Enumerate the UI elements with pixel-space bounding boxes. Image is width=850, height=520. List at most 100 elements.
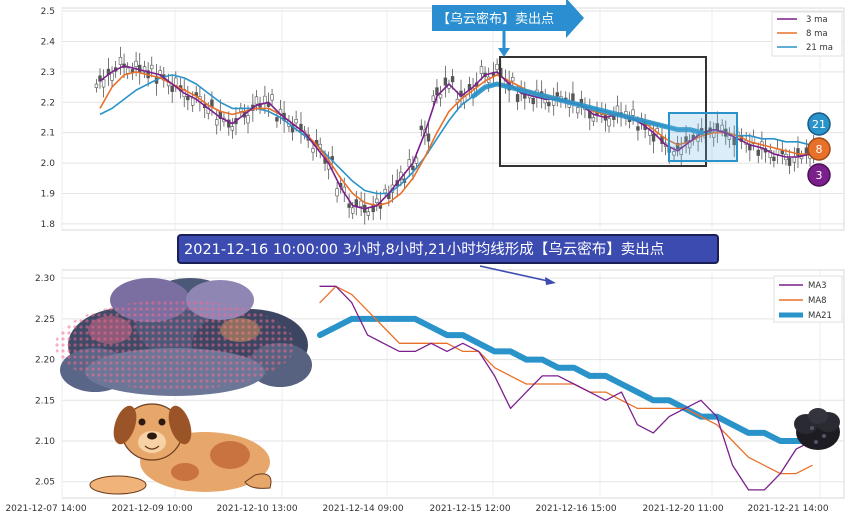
- candle-body-28-0: [431, 95, 436, 102]
- candle-body-27-0: [419, 125, 424, 130]
- candle-body-13-1: [254, 96, 259, 105]
- candle-body-17-0: [299, 123, 303, 132]
- bottom-y-tick-label-1: 2.10: [35, 437, 55, 447]
- candle-body-56-1: [772, 156, 776, 161]
- bottom-series-MA3: [319, 285, 813, 491]
- candle-body-39-2: [571, 93, 575, 102]
- bottom-y-tick-label-0: 2.05: [35, 478, 55, 488]
- candle-body-24-0: [383, 188, 387, 194]
- candle-body-55-0: [756, 149, 760, 156]
- candle-body-36-1: [531, 98, 535, 105]
- candle-body-37-2: [547, 101, 551, 107]
- bottom-x-tick-label-4: 2021-12-15 12:00: [429, 504, 510, 514]
- candle-body-21-0: [347, 203, 351, 208]
- bottom-x-tick-label-2: 2021-12-10 13:00: [216, 504, 297, 514]
- candle-body-49-1: [687, 140, 692, 149]
- storm-cloud-illustration: [55, 278, 312, 396]
- top-y-tick-label-7: 2.5: [41, 7, 55, 17]
- bottom-ma-lines: [317, 285, 815, 491]
- center-annotation: 2021-12-16 10:00:00 3小时,8小时,21小时均线形成【乌云密…: [177, 234, 719, 285]
- top-y-tick-label-6: 2.4: [41, 37, 56, 47]
- candle-body-28-1: [435, 87, 439, 96]
- top-y-axis: 1.8 1.9 2.0 2.1 2.2 2.3 2.4 2.5: [41, 7, 56, 230]
- candle-body-28-2: [438, 94, 443, 99]
- candle-body-16-2: [294, 119, 298, 124]
- candle-body-8-0: [190, 97, 195, 106]
- candle-body-52-0: [720, 124, 724, 131]
- badge-21: [807, 112, 831, 136]
- badge-3: [807, 163, 831, 187]
- candle-body-33-1: [495, 63, 499, 71]
- candle-body-23-1: [375, 198, 379, 203]
- candle-body-6-1: [170, 85, 174, 92]
- dark-cloud-region-box: [499, 56, 707, 167]
- bottom-x-tick-label-6: 2021-12-20 11:00: [642, 504, 723, 514]
- candle-body-10-0: [215, 119, 219, 126]
- top-ma-lines: [99, 65, 811, 210]
- bottom-x-tick-label-3: 2021-12-14 09:00: [322, 504, 403, 514]
- bottom-series-MA21: [317, 315, 815, 444]
- candle-body-35-0: [515, 94, 520, 102]
- top-callout: 【乌云密布】卖出点: [432, 0, 584, 57]
- candle-body-7-2: [186, 95, 190, 101]
- top-y-tick-label-2: 2.0: [41, 159, 56, 169]
- crossover-region-box: [668, 112, 738, 162]
- candle-body-0-1: [98, 75, 102, 82]
- candle-body-5-1: [158, 70, 162, 75]
- candle-body-44-2: [631, 109, 635, 116]
- bottom-y-tick-label-3: 2.20: [35, 356, 55, 366]
- candle-body-21-1: [351, 207, 355, 214]
- candle-body-26-2: [414, 157, 419, 164]
- candle-body-15-0: [275, 117, 279, 122]
- candle-body-58-1: [796, 148, 800, 157]
- top-plot-area: [61, 7, 845, 231]
- candle-body-42-2: [607, 118, 611, 127]
- candle-body-34-2: [511, 77, 515, 82]
- candle-body-38-1: [555, 92, 559, 97]
- top-callout-text: 【乌云密布】卖出点: [437, 11, 554, 27]
- dog-illustration: [89, 403, 272, 495]
- candle-body-32-0: [479, 66, 484, 74]
- center-annotation-text: 2021-12-16 10:00:00 3小时,8小时,21小时均线形成【乌云密…: [184, 241, 664, 258]
- candle-body-51-1: [712, 131, 716, 138]
- top-y-tick-label-3: 2.1: [41, 129, 55, 139]
- bottom-legend-ma8: MA8: [808, 296, 827, 306]
- bottom-legend-ma3: MA3: [808, 281, 827, 291]
- candle-body-2-0: [118, 56, 123, 65]
- top-legend-ma3: 3 ma: [806, 15, 828, 25]
- top-ma21-highlight: [470, 81, 705, 136]
- dark-cloud-icon: [794, 408, 840, 450]
- candle-body-48-0: [672, 151, 676, 156]
- candle-body-57-2: [787, 157, 792, 166]
- badge-8: [807, 137, 831, 161]
- bottom-legend: MA3 MA8 MA21: [773, 275, 843, 323]
- candle-body-4-0: [142, 66, 147, 73]
- candle-body-29-2: [450, 76, 455, 83]
- ma-badges: 21 8 3: [807, 112, 831, 187]
- bottom-y-tick-label-2: 2.15: [35, 396, 55, 406]
- bottom-x-axis: 2021-12-07 14:00 2021-12-09 10:00 2021-12-…: [5, 504, 828, 514]
- candle-body-11-1: [230, 126, 235, 131]
- bottom-y-axis: 2.05 2.10 2.15 2.20 2.25 2.30: [35, 274, 55, 488]
- top-y-tick-label-1: 1.9: [41, 190, 56, 200]
- top-legend-ma21: 21 ma: [806, 43, 833, 53]
- top-y-tick-label-0: 1.8: [41, 220, 56, 230]
- candle-body-27-2: [426, 133, 431, 142]
- candle-body-20-0: [335, 188, 339, 197]
- bottom-legend-ma21: MA21: [808, 311, 832, 321]
- candle-body-48-1: [675, 143, 680, 150]
- candle-body-0-2: [101, 79, 106, 88]
- bottom-x-tick-label-0: 2021-12-07 14:00: [5, 504, 86, 514]
- candle-body-6-2: [174, 77, 178, 86]
- candle-body-46-1: [651, 133, 656, 142]
- bottom-series-MA8: [319, 285, 813, 475]
- candle-body-2-2: [125, 67, 130, 74]
- candle-body-18-0: [311, 148, 315, 153]
- bottom-y-tick-label-4: 2.25: [35, 315, 55, 325]
- bottom-x-tick-label-1: 2021-12-09 10:00: [111, 504, 192, 514]
- candle-body-56-0: [768, 150, 772, 158]
- badge-3-text: 3: [816, 169, 823, 182]
- candle-body-3-1: [134, 60, 138, 67]
- top-grid: [61, 8, 844, 230]
